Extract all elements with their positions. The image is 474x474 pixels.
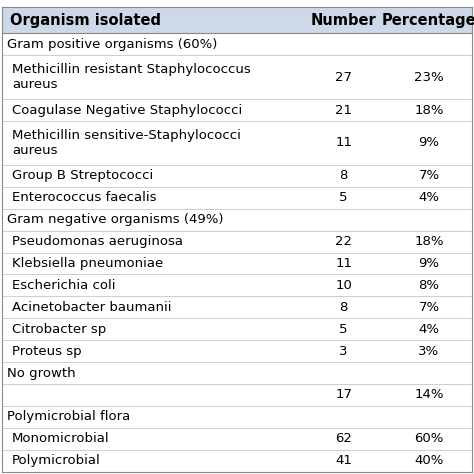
Text: 10: 10	[335, 279, 352, 292]
Bar	[2, 99, 472, 121]
Bar	[2, 55, 472, 99]
Bar	[2, 340, 472, 362]
Text: 3%: 3%	[419, 345, 439, 357]
Text: Enterococcus faecalis: Enterococcus faecalis	[12, 191, 156, 204]
Text: Methicillin sensitive-Staphylococci
aureus: Methicillin sensitive-Staphylococci aure…	[12, 129, 241, 157]
Text: Coagulase Negative Staphylococci: Coagulase Negative Staphylococci	[12, 104, 242, 117]
Text: Methicillin resistant Staphylococcus
aureus: Methicillin resistant Staphylococcus aur…	[12, 63, 251, 91]
Text: Gram positive organisms (60%): Gram positive organisms (60%)	[7, 38, 218, 51]
Text: 22: 22	[335, 235, 352, 248]
Bar	[2, 165, 472, 187]
Text: Klebsiella pneumoniae: Klebsiella pneumoniae	[12, 257, 163, 270]
Bar	[2, 231, 472, 253]
Bar	[2, 33, 472, 55]
Text: Group B Streptococci: Group B Streptococci	[12, 169, 153, 182]
Bar	[2, 209, 472, 231]
Text: 11: 11	[335, 137, 352, 149]
Text: Polymicrobial: Polymicrobial	[12, 454, 100, 467]
Text: Polymicrobial flora: Polymicrobial flora	[7, 410, 130, 423]
Text: 60%: 60%	[414, 432, 444, 445]
Text: 17: 17	[335, 388, 352, 401]
Text: Escherichia coli: Escherichia coli	[12, 279, 115, 292]
Bar	[2, 296, 472, 318]
Text: Number: Number	[311, 13, 376, 28]
Text: 21: 21	[335, 104, 352, 117]
Text: 11: 11	[335, 257, 352, 270]
Bar	[2, 318, 472, 340]
Text: Organism isolated: Organism isolated	[10, 13, 162, 28]
Text: 40%: 40%	[414, 454, 444, 467]
Text: 18%: 18%	[414, 104, 444, 117]
Text: 8%: 8%	[419, 279, 439, 292]
Text: 8: 8	[339, 169, 348, 182]
Text: 4%: 4%	[419, 191, 439, 204]
Text: Percentage: Percentage	[382, 13, 474, 28]
Text: Monomicrobial: Monomicrobial	[12, 432, 109, 445]
Text: 3: 3	[339, 345, 348, 357]
Text: 23%: 23%	[414, 71, 444, 84]
Bar	[2, 187, 472, 209]
Text: 5: 5	[339, 323, 348, 336]
Text: 4%: 4%	[419, 323, 439, 336]
Text: Citrobacter sp: Citrobacter sp	[12, 323, 106, 336]
Text: Pseudomonas aeruginosa: Pseudomonas aeruginosa	[12, 235, 183, 248]
Text: 18%: 18%	[414, 235, 444, 248]
Bar	[2, 450, 472, 472]
Bar	[2, 274, 472, 296]
Text: No growth: No growth	[7, 366, 76, 380]
Text: 9%: 9%	[419, 257, 439, 270]
Text: Gram negative organisms (49%): Gram negative organisms (49%)	[7, 213, 224, 226]
Bar	[2, 253, 472, 274]
Bar	[2, 406, 472, 428]
Bar	[2, 384, 472, 406]
Text: Acinetobacter baumanii: Acinetobacter baumanii	[12, 301, 171, 314]
Bar	[2, 428, 472, 450]
Text: 9%: 9%	[419, 137, 439, 149]
Bar	[2, 7, 472, 33]
Bar	[2, 362, 472, 384]
Text: 5: 5	[339, 191, 348, 204]
Text: 41: 41	[335, 454, 352, 467]
Bar	[2, 121, 472, 165]
Text: Proteus sp: Proteus sp	[12, 345, 82, 357]
Text: 8: 8	[339, 301, 348, 314]
Text: 7%: 7%	[419, 169, 439, 182]
Text: 62: 62	[335, 432, 352, 445]
Text: 14%: 14%	[414, 388, 444, 401]
Text: 27: 27	[335, 71, 352, 84]
Text: 7%: 7%	[419, 301, 439, 314]
